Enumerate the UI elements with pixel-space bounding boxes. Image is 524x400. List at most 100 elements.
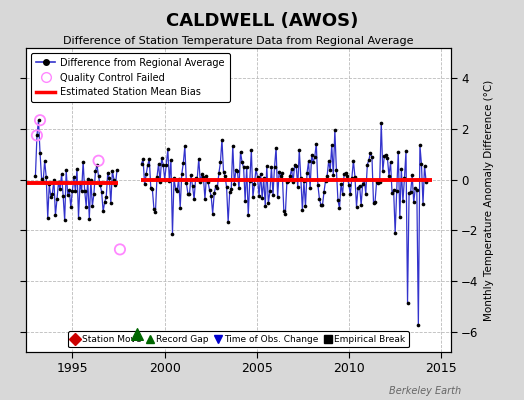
Point (196, 179, 204, 185)
Point (256, 170, 265, 177)
Point (36, 150, 44, 156)
Point (190, 196, 198, 202)
Point (165, 178, 173, 184)
Point (321, 177, 330, 184)
Point (157, 155, 166, 162)
Point (343, 173, 352, 179)
Point (45, 181, 53, 188)
Point (388, 190, 396, 196)
Title: Difference of Station Temperature Data from Regional Average: Difference of Station Temperature Data f… (63, 36, 413, 46)
Point (290, 162, 299, 168)
Point (193, 176, 201, 182)
Point (315, 196, 324, 202)
Point (414, 322, 422, 329)
Point (298, 207, 307, 213)
Point (179, 160, 188, 166)
Point (293, 183, 302, 190)
Point (349, 158, 357, 164)
Point (243, 164, 251, 170)
Point (412, 186, 421, 193)
Point (376, 179, 384, 185)
Point (47, 194, 55, 200)
Point (65, 186, 73, 193)
Point (250, 181, 259, 187)
Point (212, 183, 220, 189)
Point (402, 148, 410, 154)
Point (59, 192, 67, 199)
Point (264, 200, 272, 206)
Point (198, 171, 206, 178)
Point (189, 183, 197, 190)
Point (168, 230, 177, 237)
Point (365, 157, 373, 163)
Point (34, 117, 42, 124)
Point (160, 176, 169, 183)
Point (139, 156, 147, 163)
Point (33, 132, 41, 139)
Point (259, 175, 268, 182)
Point (102, 194, 111, 200)
Point (207, 192, 215, 199)
Point (60, 217, 69, 224)
Point (352, 204, 361, 210)
Point (306, 185, 314, 192)
Point (51, 212, 60, 218)
Point (56, 186, 64, 193)
Point (37, 176, 46, 182)
Point (339, 191, 347, 197)
Point (316, 202, 325, 208)
Point (170, 175, 178, 182)
Point (377, 120, 386, 126)
Point (297, 175, 305, 182)
Point (171, 186, 180, 192)
Point (224, 219, 232, 225)
Point (156, 178, 165, 185)
Point (396, 214, 404, 220)
Point (236, 149, 245, 155)
Point (392, 187, 401, 194)
Point (209, 210, 217, 217)
Point (97, 188, 106, 195)
Point (301, 203, 310, 210)
Point (357, 202, 365, 208)
Point (54, 179, 63, 185)
Point (173, 188, 181, 194)
Point (270, 164, 279, 170)
Point (70, 174, 78, 180)
Point (410, 199, 418, 206)
Point (318, 202, 326, 208)
Point (355, 182, 364, 189)
Point (345, 181, 353, 188)
Point (216, 159, 225, 166)
Point (233, 168, 242, 174)
Point (405, 189, 413, 196)
Point (199, 174, 208, 180)
Point (76, 180, 84, 186)
Point (31, 173, 40, 179)
Point (281, 210, 290, 217)
Point (185, 191, 194, 198)
Point (308, 152, 316, 158)
Point (68, 188, 77, 194)
Point (253, 174, 261, 180)
Point (289, 179, 297, 185)
Point (91, 168, 100, 175)
Point (137, 160, 146, 167)
Point (351, 174, 359, 180)
Point (79, 158, 88, 165)
Point (108, 168, 116, 174)
Point (181, 143, 189, 150)
Point (116, 246, 124, 253)
Point (48, 191, 57, 197)
Point (320, 188, 328, 195)
Point (407, 189, 415, 196)
Point (107, 200, 115, 206)
Point (379, 168, 387, 174)
Point (93, 162, 101, 168)
Point (244, 212, 253, 218)
Point (191, 174, 200, 181)
Point (202, 172, 211, 179)
Point (358, 180, 367, 187)
Point (323, 173, 331, 179)
Point (360, 176, 368, 183)
